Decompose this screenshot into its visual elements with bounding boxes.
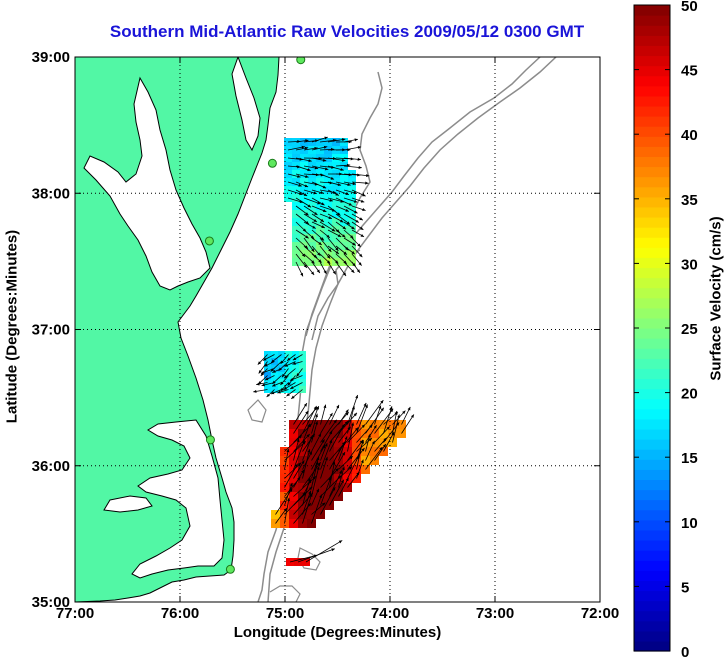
colorbar-segment	[634, 550, 670, 561]
colorbar-segment	[634, 540, 670, 551]
colorbar-segment	[634, 146, 670, 157]
colorbar	[634, 5, 670, 652]
colorbar-segment	[634, 25, 670, 36]
colorbar-tick-label: 20	[681, 386, 698, 403]
chart-title: Southern Mid-Atlantic Raw Velocities 200…	[62, 22, 632, 42]
colorbar-segment	[634, 55, 670, 66]
x-tick-label: 74:00	[371, 605, 409, 622]
colorbar-label: Surface Velocity (cm/s)	[708, 179, 724, 419]
colorbar-segment	[634, 308, 670, 319]
colorbar-segment	[634, 45, 670, 56]
radar-station-marker	[226, 565, 234, 573]
colorbar-segment	[634, 288, 670, 299]
colorbar-segment	[634, 96, 670, 107]
colorbar-segment	[634, 358, 670, 369]
colorbar-segment	[634, 136, 670, 147]
colorbar-segment	[634, 227, 670, 238]
colorbar-segment	[634, 116, 670, 127]
x-tick-label: 75:00	[266, 605, 304, 622]
colorbar-segment	[634, 167, 670, 178]
colorbar-segment	[634, 429, 670, 440]
colorbar-segment	[634, 106, 670, 117]
colorbar-tick-label: 25	[681, 321, 698, 338]
colorbar-segment	[634, 267, 670, 278]
colorbar-tick-label: 50	[681, 0, 698, 15]
colorbar-segment	[634, 66, 670, 77]
colorbar-segment	[634, 520, 670, 531]
colorbar-segment	[634, 207, 670, 218]
colorbar-segment	[634, 278, 670, 289]
colorbar-segment	[634, 257, 670, 268]
colorbar-segment	[634, 399, 670, 410]
radar-station-marker	[206, 436, 214, 444]
colorbar-tick-label: 45	[681, 63, 698, 80]
x-tick-label: 72:00	[581, 605, 619, 622]
colorbar-segment	[634, 469, 670, 480]
colorbar-segment	[634, 580, 670, 591]
colorbar-segment	[634, 5, 670, 16]
radar-station-marker	[205, 237, 213, 245]
y-tick-label: 35:00	[32, 594, 70, 611]
colorbar-segment	[634, 217, 670, 228]
colorbar-segment	[634, 378, 670, 389]
x-tick-label: 76:00	[161, 605, 199, 622]
colorbar-segment	[634, 459, 670, 470]
radar-station-marker	[268, 159, 276, 167]
colorbar-segment	[634, 479, 670, 490]
colorbar-segment	[634, 338, 670, 349]
colorbar-segment	[634, 348, 670, 359]
colorbar-segment	[634, 530, 670, 541]
colorbar-segment	[634, 439, 670, 450]
colorbar-segment	[634, 35, 670, 46]
colorbar-segment	[634, 631, 670, 642]
colorbar-segment	[634, 500, 670, 511]
colorbar-segment	[634, 601, 670, 612]
colorbar-segment	[634, 126, 670, 137]
colorbar-tick-label: 15	[681, 450, 698, 467]
colorbar-segment	[634, 621, 670, 632]
x-tick-label: 73:00	[476, 605, 514, 622]
colorbar-segment	[634, 368, 670, 379]
colorbar-tick-label: 30	[681, 256, 698, 273]
colorbar-segment	[634, 560, 670, 571]
colorbar-segment	[634, 318, 670, 329]
colorbar-segment	[634, 247, 670, 258]
colorbar-segment	[634, 490, 670, 501]
y-tick-label: 38:00	[32, 185, 70, 202]
colorbar-segment	[634, 15, 670, 26]
colorbar-segment	[634, 570, 670, 581]
x-axis-label: Longitude (Degrees:Minutes)	[75, 624, 600, 641]
colorbar-segment	[634, 76, 670, 87]
colorbar-tick-label: 10	[681, 515, 698, 532]
colorbar-tick-label: 0	[681, 644, 689, 659]
colorbar-segment	[634, 86, 670, 97]
colorbar-tick-label: 40	[681, 127, 698, 144]
colorbar-segment	[634, 510, 670, 521]
colorbar-segment	[634, 611, 670, 622]
colorbar-segment	[634, 298, 670, 309]
colorbar-segment	[634, 449, 670, 460]
colorbar-segment	[634, 187, 670, 198]
colorbar-tick-label: 5	[681, 579, 689, 596]
colorbar-segment	[634, 409, 670, 420]
y-axis-label: Latitude (Degrees:Minutes)	[4, 207, 21, 447]
colorbar-segment	[634, 197, 670, 208]
y-tick-label: 39:00	[32, 49, 70, 66]
colorbar-segment	[634, 177, 670, 188]
colorbar-segment	[634, 641, 670, 652]
colorbar-segment	[634, 419, 670, 430]
y-tick-label: 37:00	[32, 322, 70, 339]
colorbar-segment	[634, 389, 670, 400]
y-tick-label: 36:00	[32, 458, 70, 475]
colorbar-segment	[634, 156, 670, 167]
colorbar-segment	[634, 590, 670, 601]
colorbar-segment	[634, 237, 670, 248]
colorbar-segment	[634, 328, 670, 339]
colorbar-tick-label: 35	[681, 192, 698, 209]
